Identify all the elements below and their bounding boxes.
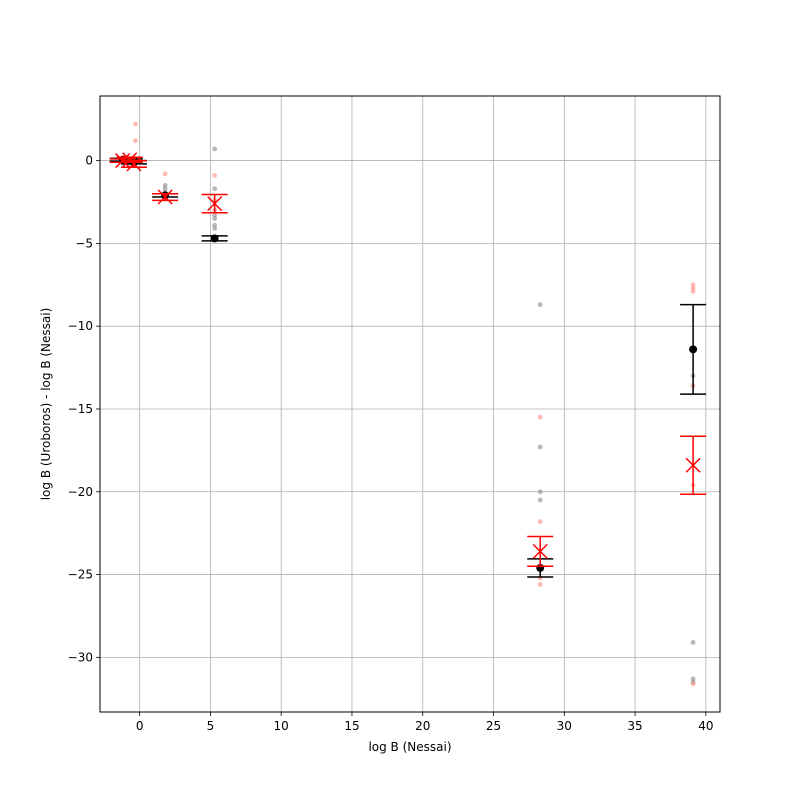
red-sample-point [690,285,696,291]
red-x-marker [685,457,701,473]
red-sample-point [537,414,543,420]
y-tick-label: 0 [85,154,93,168]
black-sample-point [212,186,218,192]
black-sample-point [162,186,168,192]
x-tick-label: 40 [698,719,713,733]
red-sample-point [537,582,543,587]
black-circle-marker [689,345,698,354]
red-x-marker [126,156,142,172]
black-sample-point [212,212,218,218]
y-tick-label: −30 [68,650,93,664]
black-sample-point [212,222,218,228]
red-x-stroke [126,156,142,172]
red-x-stroke [685,457,701,473]
grid-lines [100,96,720,712]
black-sample-point [537,489,543,495]
black-circle-marker [210,234,219,243]
red-x-marker [532,543,548,559]
black-sample-point [537,302,543,308]
red-x-stroke [157,189,173,205]
x-tick-label: 10 [274,719,289,733]
y-tick-label: −5 [75,236,93,250]
x-tick-label: 15 [344,719,359,733]
black-sample-point [690,676,696,682]
x-tick-label: 35 [627,719,642,733]
black-sample-point [212,216,218,221]
plot-frame [99,95,721,713]
black-sample-point [537,444,543,450]
red-x-stroke [532,543,548,559]
x-tick-label: 5 [207,719,215,733]
black-sample-point [690,640,696,645]
red-x-marker [157,189,173,205]
red-sample-point [690,282,696,288]
red-x-stroke [207,196,223,212]
y-tick-label: −20 [68,485,93,499]
red-sample-point [690,288,696,294]
black-sample-point [162,183,168,188]
black-sample-point [212,146,218,152]
x-axis-label: log B (Nessai) [368,740,451,754]
y-tick-label: −25 [68,568,93,582]
red-sample-point [132,121,138,127]
red-x-marker [207,196,223,212]
red-sample-point [132,138,138,144]
x-tick-label: 20 [415,719,430,733]
axis-ticks: 0 5 10 15 20 25 30 35 40 0 −5 −10 −15 −20 −25 −30 [68,154,714,733]
x-tick-label: 0 [136,719,144,733]
x-tick-label: 30 [557,719,572,733]
red-sample-point [212,173,218,178]
black-sample-point [212,226,218,231]
series-markers [109,152,707,578]
black-sample-point [537,497,543,503]
y-axis-label: log B (Uroboros) - log B (Nessai) [39,308,53,501]
x-tick-label: 25 [486,719,501,733]
y-tick-label: −15 [68,402,93,416]
red-sample-point [537,519,543,524]
red-sample-point [162,171,168,177]
red-sample-point [690,681,696,687]
y-tick-label: −10 [68,319,93,333]
